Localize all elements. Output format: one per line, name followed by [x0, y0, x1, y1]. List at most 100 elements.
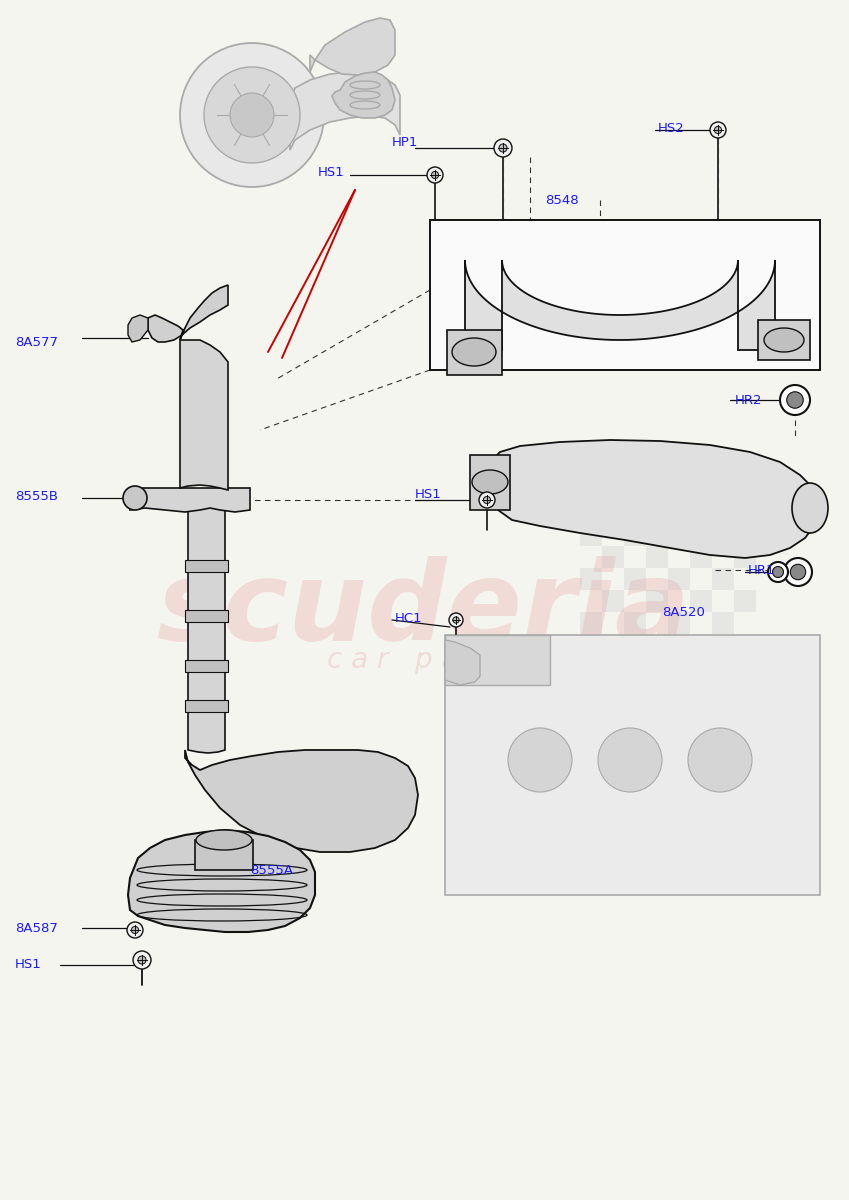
Bar — [734, 590, 756, 612]
Circle shape — [768, 562, 788, 582]
Bar — [602, 502, 624, 524]
Text: HC1: HC1 — [395, 612, 423, 624]
Ellipse shape — [452, 338, 496, 366]
Circle shape — [784, 558, 812, 586]
Circle shape — [773, 566, 784, 577]
Bar — [712, 480, 734, 502]
Bar — [445, 635, 550, 685]
Text: 8A587: 8A587 — [15, 922, 58, 935]
Circle shape — [494, 139, 512, 157]
Polygon shape — [130, 488, 250, 512]
Bar — [734, 546, 756, 568]
Bar — [712, 568, 734, 590]
Bar — [470, 455, 510, 510]
Ellipse shape — [764, 328, 804, 352]
Polygon shape — [332, 72, 395, 118]
Bar — [195, 840, 253, 870]
Polygon shape — [128, 314, 148, 342]
Circle shape — [431, 172, 439, 179]
Text: HS2: HS2 — [658, 121, 685, 134]
Polygon shape — [290, 72, 400, 150]
Text: 8A577: 8A577 — [15, 336, 58, 348]
Circle shape — [499, 144, 507, 152]
Circle shape — [123, 486, 147, 510]
Text: HS1: HS1 — [318, 166, 345, 179]
Ellipse shape — [196, 830, 252, 850]
Circle shape — [790, 564, 806, 580]
Bar — [690, 590, 712, 612]
Circle shape — [780, 385, 810, 415]
Polygon shape — [492, 440, 820, 558]
Circle shape — [133, 950, 151, 970]
Circle shape — [598, 728, 662, 792]
Bar — [646, 502, 668, 524]
Polygon shape — [445, 640, 480, 685]
Circle shape — [453, 617, 459, 623]
Bar — [712, 612, 734, 634]
Text: HS1: HS1 — [15, 959, 42, 972]
Circle shape — [180, 43, 324, 187]
Circle shape — [132, 926, 138, 934]
Bar — [668, 480, 690, 502]
Bar — [758, 320, 810, 360]
Text: 8A520: 8A520 — [662, 606, 705, 618]
Circle shape — [508, 728, 572, 792]
Polygon shape — [185, 560, 228, 572]
Circle shape — [204, 67, 300, 163]
Polygon shape — [148, 284, 228, 342]
Polygon shape — [180, 340, 228, 490]
Bar — [646, 546, 668, 568]
Bar — [712, 524, 734, 546]
Text: 8548: 8548 — [545, 193, 579, 206]
Polygon shape — [465, 260, 775, 350]
Circle shape — [714, 126, 722, 133]
Bar — [624, 480, 646, 502]
Polygon shape — [128, 830, 315, 932]
Text: scuderia: scuderia — [157, 557, 691, 664]
Circle shape — [127, 922, 143, 938]
Circle shape — [138, 956, 146, 964]
Circle shape — [449, 613, 463, 626]
Bar — [580, 524, 602, 546]
Bar — [580, 480, 602, 502]
Bar — [602, 590, 624, 612]
Polygon shape — [445, 635, 820, 895]
Text: HR2: HR2 — [735, 394, 762, 407]
Text: HR1: HR1 — [748, 564, 775, 576]
Bar — [447, 330, 502, 374]
Bar — [624, 612, 646, 634]
Text: 8555B: 8555B — [15, 490, 58, 503]
Bar — [580, 612, 602, 634]
Bar — [580, 568, 602, 590]
Polygon shape — [185, 660, 228, 672]
Circle shape — [483, 497, 491, 504]
Circle shape — [479, 492, 495, 508]
Text: c a r   p a r t s: c a r p a r t s — [327, 646, 521, 674]
Bar — [668, 612, 690, 634]
Circle shape — [688, 728, 752, 792]
Ellipse shape — [792, 482, 828, 533]
Bar — [646, 590, 668, 612]
Text: 8555A: 8555A — [250, 864, 293, 876]
Bar — [668, 524, 690, 546]
Polygon shape — [185, 700, 228, 712]
Bar — [668, 568, 690, 590]
Ellipse shape — [472, 470, 508, 494]
Polygon shape — [185, 750, 418, 852]
Circle shape — [710, 122, 726, 138]
Bar — [624, 524, 646, 546]
Circle shape — [230, 92, 274, 137]
Circle shape — [427, 167, 443, 182]
Circle shape — [787, 391, 803, 408]
Bar — [602, 546, 624, 568]
Polygon shape — [188, 506, 225, 754]
Bar — [624, 568, 646, 590]
Text: HP1: HP1 — [391, 137, 418, 150]
Bar — [690, 546, 712, 568]
Text: HS1: HS1 — [415, 488, 441, 502]
Polygon shape — [185, 610, 228, 622]
Polygon shape — [310, 18, 395, 74]
Bar — [430, 220, 820, 370]
Bar — [734, 502, 756, 524]
Bar — [690, 502, 712, 524]
